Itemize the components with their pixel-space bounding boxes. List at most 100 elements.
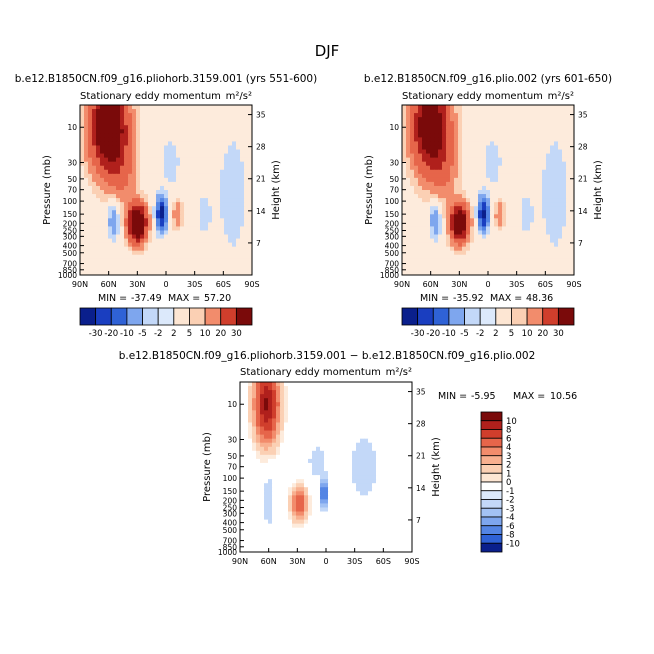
field-cell bbox=[340, 418, 345, 423]
field-cell bbox=[168, 266, 173, 272]
field-cell bbox=[376, 398, 381, 403]
field-cell bbox=[136, 202, 141, 207]
field-cell bbox=[384, 382, 389, 387]
field-cell bbox=[332, 422, 337, 427]
field-cell bbox=[108, 129, 113, 134]
field-cell bbox=[316, 491, 321, 496]
field-cell bbox=[474, 202, 479, 207]
field-cell bbox=[88, 165, 93, 171]
field-cell bbox=[144, 198, 149, 203]
field-cell bbox=[140, 133, 145, 138]
field-cell bbox=[558, 266, 563, 272]
field-cell bbox=[414, 149, 419, 154]
field-cell bbox=[400, 410, 405, 415]
field-cell bbox=[542, 133, 547, 138]
field-cell bbox=[550, 230, 555, 235]
field-cell bbox=[352, 418, 357, 423]
panel-2-run-title: b.e12.B1850CN.f09_g16.plio.002 (yrs 601-… bbox=[364, 73, 612, 85]
field-cell bbox=[454, 262, 459, 268]
field-cell bbox=[450, 177, 455, 183]
field-cell bbox=[530, 149, 535, 154]
field-cell bbox=[558, 218, 563, 223]
field-cell bbox=[384, 434, 389, 440]
field-cell bbox=[196, 190, 201, 195]
field-cell bbox=[208, 198, 213, 203]
field-cell bbox=[372, 438, 377, 444]
field-cell bbox=[498, 234, 503, 239]
field-cell bbox=[356, 414, 361, 419]
field-cell bbox=[224, 125, 229, 130]
field-cell bbox=[502, 121, 507, 126]
field-cell bbox=[248, 442, 253, 448]
field-cell bbox=[116, 218, 121, 223]
field-cell bbox=[316, 442, 321, 448]
field-cell bbox=[164, 125, 169, 130]
field-cell bbox=[316, 414, 321, 419]
field-cell bbox=[510, 157, 515, 163]
field-cell bbox=[224, 210, 229, 215]
field-cell bbox=[144, 254, 149, 260]
field-cell bbox=[204, 210, 209, 215]
field-cell bbox=[84, 234, 89, 239]
field-cell bbox=[406, 129, 411, 134]
field-cell bbox=[348, 483, 353, 488]
field-cell bbox=[550, 242, 555, 248]
field-cell bbox=[490, 153, 495, 159]
field-cell bbox=[232, 165, 237, 171]
field-cell bbox=[546, 141, 551, 146]
field-cell bbox=[168, 246, 173, 252]
field-cell bbox=[340, 386, 345, 391]
field-cell bbox=[462, 121, 467, 126]
field-cell bbox=[554, 137, 559, 142]
field-cell bbox=[248, 125, 253, 130]
field-cell bbox=[260, 402, 265, 407]
field-cell bbox=[494, 226, 499, 231]
field-cell bbox=[264, 491, 269, 496]
field-cell bbox=[152, 222, 157, 227]
field-cell bbox=[418, 254, 423, 260]
field-cell bbox=[408, 450, 413, 456]
field-cell bbox=[92, 254, 97, 260]
field-cell bbox=[244, 426, 249, 431]
field-cell bbox=[352, 382, 357, 387]
field-cell bbox=[196, 109, 201, 114]
field-cell bbox=[132, 177, 137, 183]
field-cell bbox=[372, 446, 377, 452]
field-cell bbox=[84, 157, 89, 163]
field-cell bbox=[454, 234, 459, 239]
field-cell bbox=[192, 113, 197, 118]
field-cell bbox=[144, 230, 149, 235]
field-cell bbox=[376, 467, 381, 472]
field-cell bbox=[148, 202, 153, 207]
field-cell bbox=[400, 430, 405, 436]
field-cell bbox=[264, 483, 269, 488]
field-cell bbox=[526, 190, 531, 195]
field-cell bbox=[554, 109, 559, 114]
field-cell bbox=[92, 242, 97, 248]
field-cell bbox=[426, 157, 431, 163]
field-cell bbox=[156, 270, 161, 276]
field-cell bbox=[260, 442, 265, 448]
field-cell bbox=[104, 157, 109, 163]
field-cell bbox=[462, 202, 467, 207]
field-cell bbox=[228, 254, 233, 260]
field-cell bbox=[240, 214, 245, 219]
field-cell bbox=[248, 190, 253, 195]
field-cell bbox=[100, 141, 105, 146]
field-cell bbox=[128, 210, 133, 215]
field-cell bbox=[176, 246, 181, 252]
field-cell bbox=[316, 479, 321, 484]
field-cell bbox=[88, 194, 93, 199]
field-cell bbox=[478, 250, 483, 256]
field-cell bbox=[438, 266, 443, 272]
field-cell bbox=[518, 190, 523, 195]
field-cell bbox=[104, 153, 109, 159]
field-cell bbox=[136, 185, 141, 191]
field-cell bbox=[372, 491, 377, 496]
field-cell bbox=[526, 125, 531, 130]
field-cell bbox=[470, 137, 475, 142]
field-cell bbox=[236, 218, 241, 223]
field-cell bbox=[232, 109, 237, 114]
field-cell bbox=[430, 246, 435, 252]
field-cell bbox=[192, 226, 197, 231]
